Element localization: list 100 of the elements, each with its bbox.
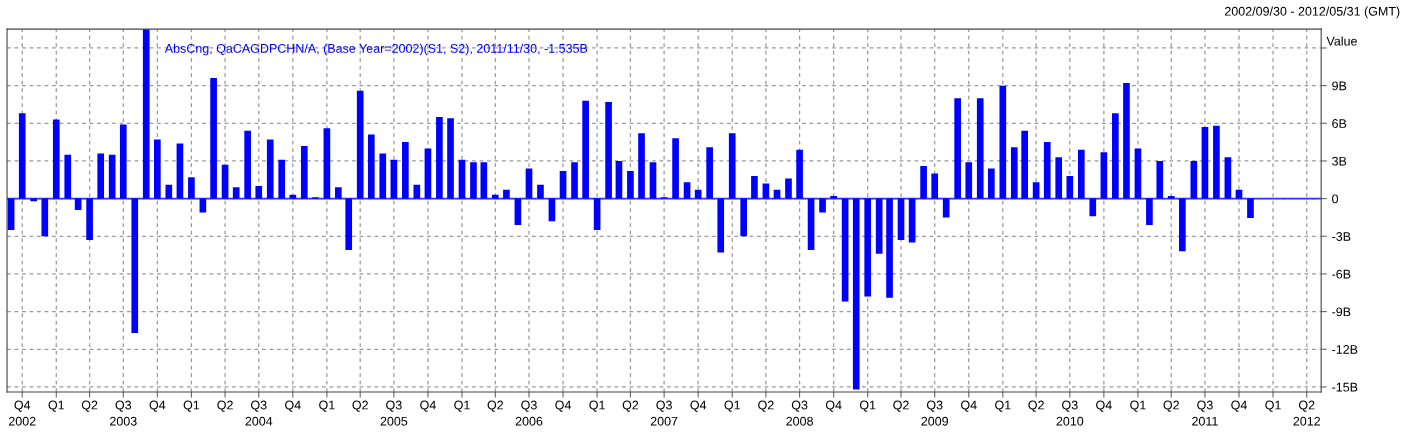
x-tick-label: Q1: [48, 400, 65, 412]
bar: [965, 162, 973, 199]
y-tick-label: -9B: [1332, 307, 1351, 317]
bar: [1100, 152, 1108, 199]
bar: [525, 168, 533, 199]
x-tick-label: Q3 2010: [1056, 400, 1084, 426]
bar: [694, 189, 702, 199]
bar: [852, 198, 860, 390]
y-tick-label: 3B: [1332, 156, 1347, 166]
bar: [954, 98, 961, 199]
bar: [1021, 130, 1028, 199]
bar: [717, 198, 725, 253]
bar: [458, 159, 466, 199]
x-tick-label: Q2: [1028, 400, 1044, 412]
y-tick-label: -15B: [1332, 382, 1358, 392]
bar: [142, 29, 150, 199]
bar: [1235, 189, 1243, 199]
x-tick-label: Q4: [285, 400, 301, 412]
bar: [571, 162, 578, 199]
bar: [706, 147, 713, 199]
bar: [244, 130, 251, 199]
bar: [402, 142, 409, 199]
x-tick-label: Q4: [149, 400, 166, 412]
bar: [52, 119, 60, 199]
x-tick-label: Q1: [183, 400, 200, 412]
y-tick-label: 0: [1332, 194, 1339, 204]
bar: [390, 159, 398, 199]
bar: [1123, 83, 1130, 199]
bar: [266, 139, 274, 199]
bar: [1156, 160, 1164, 199]
bar: [1089, 198, 1097, 217]
x-tick-label: Q1: [724, 400, 740, 412]
x-tick-label: Q4: [420, 400, 436, 412]
bar: [289, 194, 297, 199]
y-tick-label: -3B: [1332, 232, 1351, 241]
bar: [1032, 182, 1040, 199]
x-tick-label: Q2: [758, 400, 774, 412]
x-tick-label: Q3 2008: [786, 400, 813, 426]
y-tick-label: -6B: [1332, 269, 1351, 279]
x-tick-label: Q4: [825, 400, 842, 412]
bar: [976, 98, 984, 199]
bar: [480, 162, 488, 199]
bar: [1010, 147, 1018, 199]
bar: [740, 198, 748, 237]
bar: [356, 90, 364, 199]
bar: [210, 78, 217, 199]
bar: [1146, 198, 1153, 225]
bar: [119, 124, 127, 199]
x-tick-label: Q1: [589, 400, 605, 412]
bar: [942, 198, 950, 218]
bar: [1077, 149, 1085, 199]
x-tick-label: Q3 2006: [515, 400, 543, 426]
bar: [1055, 157, 1063, 199]
bar: [379, 153, 387, 199]
bar: [605, 101, 612, 199]
bar: [920, 165, 927, 199]
bar: [491, 194, 499, 199]
bar: [1247, 198, 1254, 218]
x-tick-label: Q2: [1163, 400, 1179, 412]
bar: [796, 149, 803, 199]
chart-subtitle: 2002/09/30 - 2012/05/31 (GMT): [1224, 6, 1400, 19]
bar: [176, 143, 184, 199]
bar: [188, 177, 195, 199]
bar: [615, 160, 623, 199]
bar: [1043, 142, 1051, 199]
bar: [131, 198, 139, 333]
bar: [864, 198, 872, 297]
annotation: AbsCng, QaCAGDPCHN/A, (Base Year=2002)(S1, S2), 2011/11/30, -1.535B: [164, 43, 588, 56]
bar: [785, 178, 792, 199]
bar: [773, 189, 781, 199]
bar: [424, 148, 432, 199]
bar: [886, 198, 893, 298]
bar: [819, 198, 826, 213]
bar: [335, 187, 342, 199]
bar: [931, 173, 939, 199]
bar: [503, 189, 510, 199]
x-tick-label: Q1: [454, 400, 470, 412]
x-tick-label: Q4: [690, 400, 707, 412]
x-tick-label: Q1: [859, 400, 876, 412]
bar: [165, 184, 173, 199]
bar: [751, 176, 758, 199]
x-tick-label: Q3 2005: [380, 400, 408, 426]
bar: [470, 162, 477, 199]
bar: [1134, 148, 1142, 199]
bar: [672, 138, 679, 199]
bar: [86, 198, 93, 241]
bar: [638, 133, 645, 199]
bar: [999, 85, 1007, 199]
x-tick-label: Q1: [1130, 400, 1146, 412]
x-tick-label: Q1: [319, 400, 335, 412]
y-tick-label: 6B: [1332, 119, 1347, 128]
x-tick-label: Q2: [81, 400, 98, 412]
bar: [537, 184, 544, 199]
bar: [108, 154, 116, 199]
x-tick-label: Q2: [893, 400, 909, 412]
x-tick-label: Q4: [1231, 400, 1247, 412]
x-tick-label: Q3 2004: [245, 400, 273, 426]
bar: [908, 198, 916, 243]
bar: [683, 182, 691, 199]
bar: [413, 184, 421, 199]
